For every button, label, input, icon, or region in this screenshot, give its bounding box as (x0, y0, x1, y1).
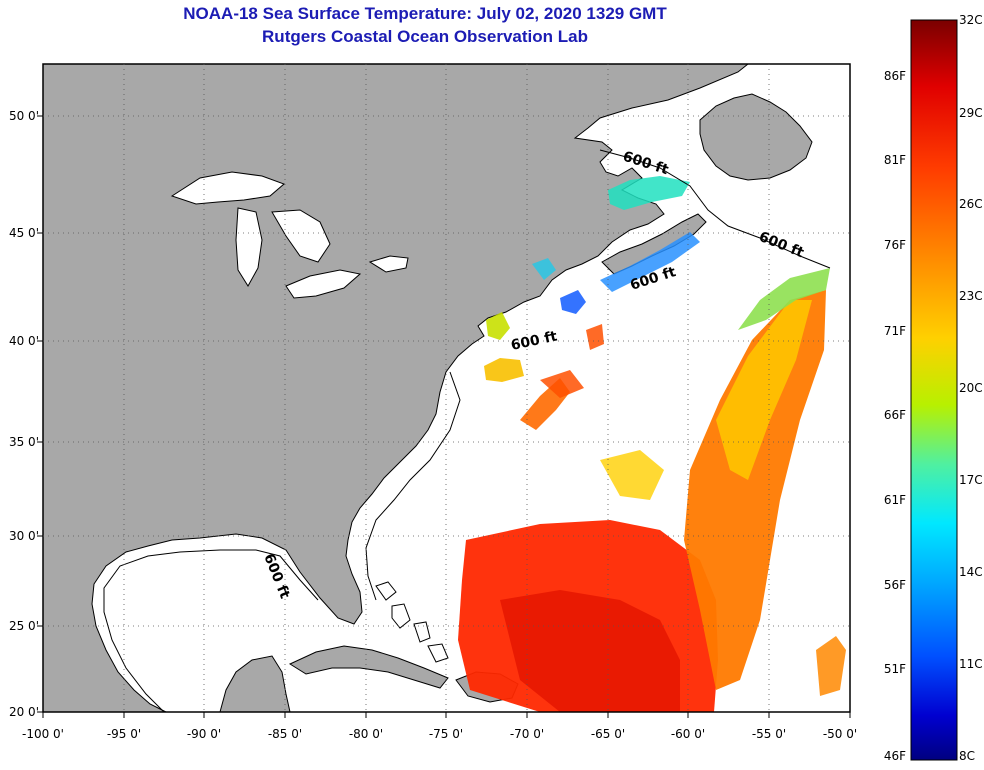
longitude-axis: -100 0' -95 0' -90 0' -85 0' -80 0' -75 … (22, 727, 857, 741)
latitude-axis: 50 0' 45 0' 40 0' 35 0' 30 0' 25 0' 20 0… (9, 109, 39, 719)
lat-label: 25 0' (9, 619, 39, 633)
sst-swath-mid-orange-2 (540, 324, 604, 398)
colorbar-c-label: 29C (959, 106, 983, 120)
colorbar-c-label: 11C (959, 657, 983, 671)
sst-swath-shelf-yellow (484, 358, 524, 382)
colorbar-f-label: 56F (884, 578, 906, 592)
colorbar-c-label: 26C (959, 197, 983, 211)
lat-label: 45 0' (9, 226, 39, 240)
colorbar-celsius-labels: 32C 29C 26C 23C 20C 17C 14C 11C 8C (959, 13, 983, 763)
colorbar-f-label: 66F (884, 408, 906, 422)
sst-swath-east-yellow (716, 300, 812, 480)
sst-swath-south-deep-red (500, 590, 680, 712)
sst-swath-far-east-orange (816, 636, 846, 696)
sst-swath-shelf-lime (486, 312, 510, 340)
sst-swath-maine-cyan (532, 258, 556, 280)
lon-label: -55 0' (752, 727, 786, 741)
sst-swath-gulf-maine-blue (560, 290, 586, 314)
map-title: NOAA-18 Sea Surface Temperature: July 02… (183, 4, 667, 23)
lat-label: 40 0' (9, 334, 39, 348)
colorbar-f-label: 61F (884, 493, 906, 507)
lon-label: -100 0' (22, 727, 64, 741)
colorbar-f-label: 76F (884, 238, 906, 252)
lon-label: -80 0' (349, 727, 383, 741)
map-subtitle: Rutgers Coastal Ocean Observation Lab (262, 27, 588, 46)
colorbar-c-label: 14C (959, 565, 983, 579)
colorbar-f-label: 86F (884, 69, 906, 83)
lon-label: -50 0' (823, 727, 857, 741)
cuba-land (288, 645, 449, 689)
lat-label: 30 0' (9, 529, 39, 543)
colorbar-fahrenheit-labels: 86F 81F 76F 71F 66F 61F 56F 51F 46F (884, 69, 906, 763)
axis-ticks (37, 115, 851, 718)
colorbar-c-label: 32C (959, 13, 983, 27)
map-content (43, 64, 846, 712)
yucatan-land (219, 655, 291, 712)
colorbar-f-label: 81F (884, 153, 906, 167)
isobath-600ft-line (103, 149, 831, 712)
lon-label: -70 0' (510, 727, 544, 741)
lon-label: -60 0' (671, 727, 705, 741)
sst-swath-east-orange (684, 290, 826, 690)
lon-label: -75 0' (429, 727, 463, 741)
lon-label: -65 0' (591, 727, 625, 741)
sst-swath-ne-green (738, 268, 830, 330)
great-lakes (170, 171, 409, 299)
sst-data (458, 176, 846, 712)
colorbar-f-label: 71F (884, 324, 906, 338)
sst-swath-gulf-stlawrence-cyan (608, 176, 690, 210)
lat-label: 20 0' (9, 705, 39, 719)
colorbar-c-label: 17C (959, 473, 983, 487)
bahamas-outline (375, 581, 449, 663)
colorbar-c-label: 23C (959, 289, 983, 303)
north-america-land (43, 64, 749, 712)
lon-label: -90 0' (187, 727, 221, 741)
graticule (43, 64, 850, 712)
newfoundland-land (699, 93, 813, 181)
colorbar (910, 19, 958, 761)
lat-label: 35 0' (9, 435, 39, 449)
sst-swath-scotian-blue (600, 232, 700, 292)
colorbar-c-label: 8C (959, 749, 975, 763)
lat-label: 50 0' (9, 109, 39, 123)
colorbar-c-label: 20C (959, 381, 983, 395)
lon-label: -85 0' (268, 727, 302, 741)
lon-label: -95 0' (107, 727, 141, 741)
colorbar-f-label: 51F (884, 662, 906, 676)
sst-swath-mid-yellow (600, 450, 664, 500)
colorbar-f-label: 46F (884, 749, 906, 763)
